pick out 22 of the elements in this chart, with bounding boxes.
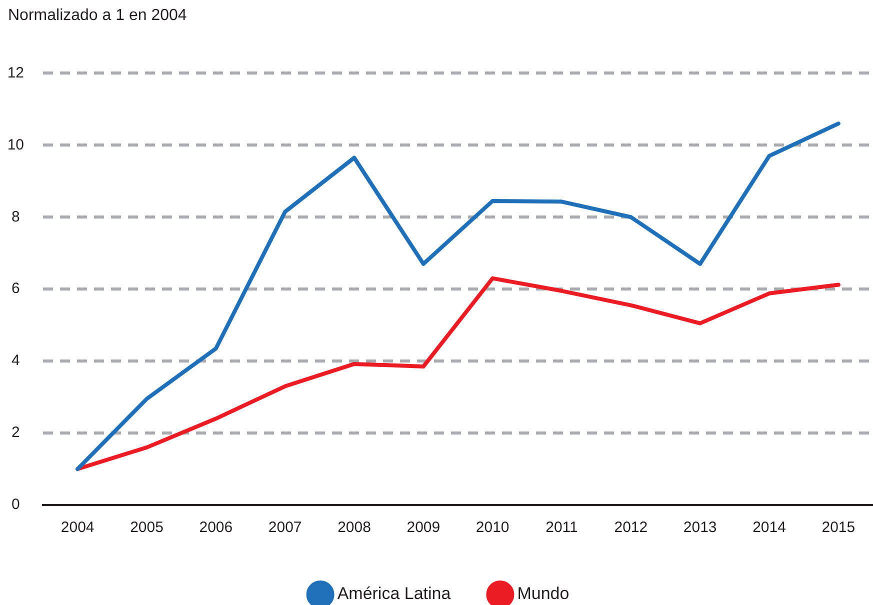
x-tick-label: 2012 — [614, 519, 648, 536]
y-tick-label: 12 — [7, 64, 24, 82]
x-tick-label: 2004 — [60, 519, 94, 536]
x-tick-label: 2013 — [683, 519, 717, 536]
y-tick-label: 10 — [7, 136, 24, 154]
x-tick-label: 2006 — [199, 519, 233, 536]
y-tick-label: 8 — [11, 208, 20, 226]
y-axis-title: Normalizado a 1 en 2004 — [8, 7, 187, 24]
y-tick-label: 4 — [11, 352, 20, 370]
x-tick-label: 2005 — [130, 519, 164, 536]
x-tick-label: 2014 — [752, 519, 786, 536]
x-tick-label: 2007 — [268, 519, 302, 536]
x-tick-label: 2008 — [338, 519, 371, 536]
legend-label: América Latina — [337, 584, 452, 604]
x-tick-label: 2015 — [822, 519, 856, 536]
y-tick-label: 0 — [11, 496, 20, 514]
x-tick-label: 2009 — [406, 519, 440, 536]
y-tick-label: 6 — [11, 280, 20, 298]
x-tick-label: 2010 — [476, 519, 510, 536]
x-tick-label: 2011 — [546, 519, 578, 536]
legend-label: Mundo — [517, 584, 570, 604]
y-tick-label: 2 — [11, 424, 20, 442]
